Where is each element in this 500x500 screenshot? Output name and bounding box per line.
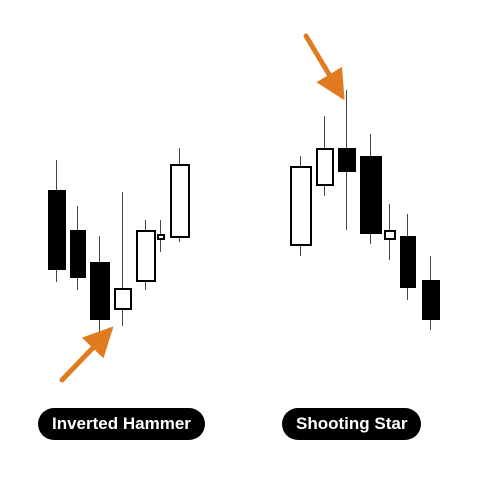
- candle-body: [400, 236, 416, 288]
- pattern-label-0: Inverted Hammer: [38, 408, 205, 440]
- candle-body: [360, 156, 382, 234]
- pattern-label-1: Shooting Star: [282, 408, 421, 440]
- candle-body: [136, 230, 156, 282]
- candle-body: [384, 230, 396, 240]
- candle-body: [338, 148, 356, 172]
- candle-13: [422, 0, 440, 500]
- candle-body: [157, 234, 165, 240]
- candle-body: [48, 190, 66, 270]
- candle-body: [170, 164, 190, 238]
- candle-body: [70, 230, 86, 278]
- candle-body: [90, 262, 110, 320]
- candle-body: [422, 280, 440, 320]
- candle-body: [316, 148, 334, 186]
- candle-body: [290, 166, 312, 246]
- candlestick-diagram: Inverted Hammer Shooting Star: [0, 0, 500, 500]
- candle-body: [114, 288, 132, 310]
